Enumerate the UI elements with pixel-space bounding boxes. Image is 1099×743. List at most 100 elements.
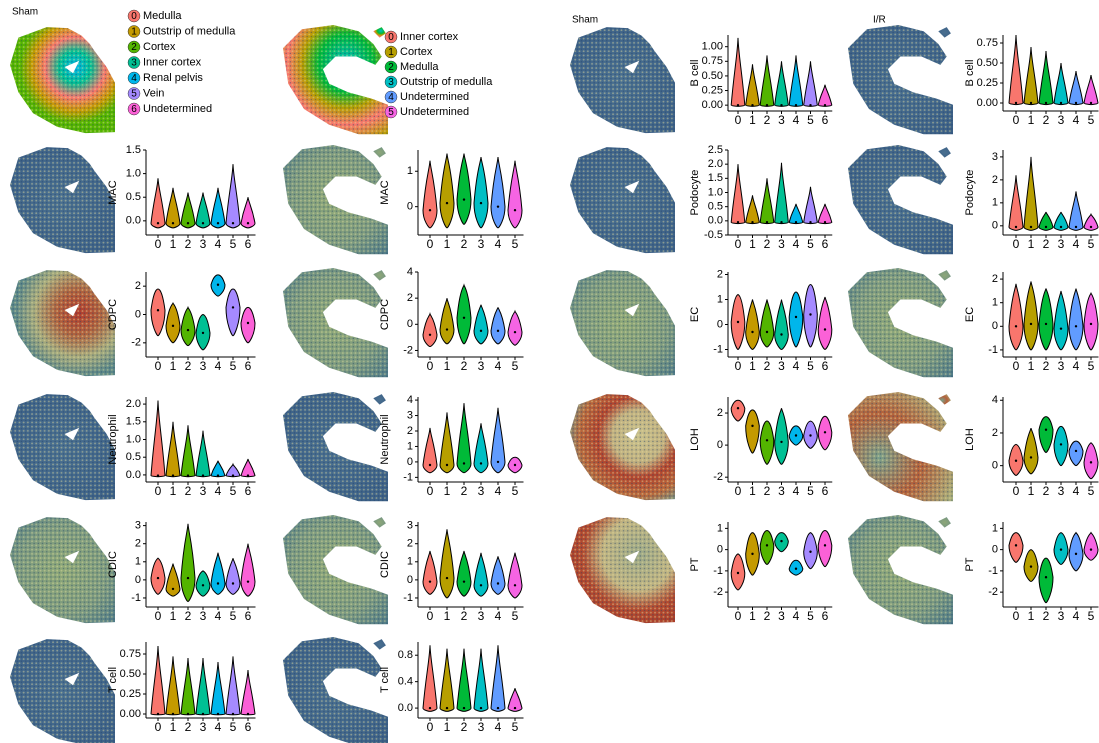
y-axis-label: Podocyte (964, 170, 976, 216)
median-point (737, 221, 739, 223)
violin (196, 571, 210, 596)
violin (1084, 75, 1098, 105)
x-tick-label: 6 (245, 484, 252, 498)
violin (440, 649, 454, 712)
tissue-fragment (938, 27, 951, 37)
x-tick-label: 1 (749, 609, 756, 623)
median-point (1045, 323, 1047, 325)
x-tick-label: 2 (185, 484, 192, 498)
y-axis-label: B cell (689, 60, 701, 87)
tissue-fragment (938, 394, 951, 405)
tissue-speckle (283, 25, 388, 134)
x-tick-label: 5 (512, 484, 519, 498)
median-point (247, 322, 249, 324)
legend-key: 2 (131, 42, 137, 53)
y-axis-label: CDIC (379, 551, 391, 578)
x-tick-label: 4 (215, 237, 222, 251)
x-tick-label: 3 (200, 720, 207, 734)
violin (423, 551, 437, 594)
x-tick-label: 4 (1073, 484, 1080, 498)
x-tick-label: 2 (461, 359, 468, 373)
median-point (809, 104, 811, 106)
y-tick-label: 0.25 (120, 688, 141, 700)
y-axis-label: T cell (379, 667, 391, 693)
x-tick-label: 4 (793, 609, 800, 623)
y-tick-label: 0.0 (126, 215, 141, 227)
y-axis-label: LOH (964, 428, 976, 451)
median-point (1030, 565, 1032, 567)
spatial-map (570, 394, 675, 500)
violin (760, 300, 774, 348)
x-tick-label: 4 (215, 720, 222, 734)
violin (166, 188, 180, 228)
violin (226, 164, 240, 228)
legend-label: Inner cortex (143, 56, 202, 68)
x-tick-label: 3 (1058, 359, 1065, 373)
x-tick-label: 1 (170, 359, 177, 373)
spatial-map (848, 392, 953, 501)
legend-label: Cortex (143, 41, 176, 53)
x-tick-label: 3 (478, 720, 485, 734)
y-tick-label: -1 (131, 592, 141, 604)
tissue-speckle (283, 637, 388, 743)
violin (226, 289, 240, 336)
median-point (480, 330, 482, 332)
legend-label: Medulla (143, 10, 182, 22)
x-tick-label: 1 (444, 359, 451, 373)
tissue-fragment (373, 27, 386, 37)
y-tick-label: -1 (403, 592, 413, 604)
x-tick-label: 3 (1058, 484, 1065, 498)
x-tick-label: 0 (427, 359, 434, 373)
tissue-speckle (10, 394, 115, 500)
y-tick-label: 2 (135, 538, 141, 550)
y-tick-label: 1 (407, 556, 413, 568)
panels: Sham0Medulla1Outstrip of medulla2Cortex3… (10, 7, 1099, 743)
y-tick-label: 2 (992, 273, 998, 285)
violin (1009, 175, 1023, 230)
median-point (514, 584, 516, 586)
median-point (809, 434, 811, 436)
violin (166, 422, 180, 477)
median-point (514, 464, 516, 466)
median-point (463, 198, 465, 200)
median-point (202, 332, 204, 334)
x-tick-label: 4 (793, 237, 800, 251)
spatial-map (848, 268, 953, 377)
x-tick-label: 0 (735, 609, 742, 623)
legend-label: Outstrip of medulla (400, 76, 493, 88)
violin (457, 285, 471, 344)
figure: Sham0Medulla1Outstrip of medulla2Cortex3… (0, 0, 1099, 743)
median-point (480, 707, 482, 709)
x-tick-label: 5 (512, 609, 519, 623)
violin (151, 178, 165, 228)
x-tick-label: 5 (512, 359, 519, 373)
violin (804, 285, 818, 348)
median-point (1030, 102, 1032, 104)
legend-key: 5 (131, 89, 137, 100)
y-tick-label: 0.75 (977, 37, 998, 49)
spatial-map (283, 145, 388, 254)
panel-title: I/R (873, 15, 886, 26)
x-tick-label: 4 (1073, 113, 1080, 127)
x-tick-label: 6 (245, 720, 252, 734)
violin (241, 544, 255, 596)
violin (1054, 426, 1068, 465)
median-point (232, 474, 234, 476)
y-tick-label: -2 (403, 344, 413, 356)
median-point (157, 577, 159, 579)
violin (1039, 558, 1053, 603)
median-point (751, 425, 753, 427)
legend-key: 4 (131, 73, 137, 84)
median-point (824, 221, 826, 223)
violin (508, 311, 522, 345)
x-tick-label: 3 (200, 484, 207, 498)
x-tick-label: 0 (735, 359, 742, 373)
tissue-speckle (283, 145, 388, 254)
x-tick-label: 2 (461, 609, 468, 623)
median-point (497, 582, 499, 584)
legend-label: Medulla (400, 61, 439, 73)
x-tick-label: 1 (444, 237, 451, 251)
violin (151, 401, 165, 477)
median-point (1075, 553, 1077, 555)
y-tick-label: 0.75 (702, 55, 723, 67)
